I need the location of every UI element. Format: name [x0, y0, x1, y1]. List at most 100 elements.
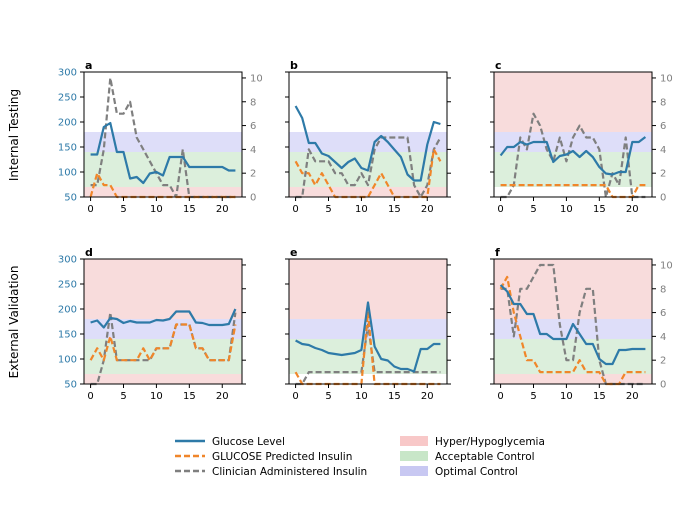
band-optimal-e-1: [289, 319, 447, 339]
band-acceptable-d-2: [84, 339, 242, 374]
panel-e: 0 5 10 15 20 e: [285, 246, 451, 402]
ytick-label-d-250: 250: [58, 280, 77, 291]
ytick-label-a-100: 100: [58, 168, 77, 179]
y2tick-label-a-10: 10: [250, 73, 263, 84]
xtick-label-b-5: 5: [325, 204, 331, 215]
panel-letter-c: c: [495, 59, 502, 72]
y2tick-label-a-6: 6: [250, 121, 256, 132]
y2tick-label-f-2: 2: [660, 356, 666, 367]
series-glucose-d: [90, 308, 237, 329]
xtick-label-b-10: 10: [355, 204, 368, 215]
y2tick-label-f-6: 6: [660, 308, 666, 319]
y2tick-label-f-8: 8: [660, 284, 666, 295]
ytick-label-a-250: 250: [58, 93, 77, 104]
series-glucose-f: [499, 284, 646, 366]
panel-d: 0 5 10 15 20 50 100 150 200 250 300 d: [58, 246, 246, 402]
y2tick-label-c-2: 2: [660, 169, 666, 180]
band-hyper-b-0: [289, 187, 447, 197]
band-hyper-d-0: [84, 259, 242, 319]
xtick-label-e-5: 5: [325, 391, 331, 402]
series-clinician-c: [500, 112, 646, 199]
xtick-label-d-10: 10: [150, 391, 163, 402]
band-hyper-f-3: [494, 374, 652, 384]
y2tick-label-f-4: 4: [660, 332, 666, 343]
y2tick-label-a-0: 0: [250, 193, 256, 204]
xtick-label-b-0: 0: [292, 204, 298, 215]
ytick-label-a-50: 50: [64, 193, 77, 204]
xtick-label-c-15: 15: [593, 204, 606, 215]
xtick-label-f-15: 15: [593, 391, 606, 402]
y2tick-label-a-2: 2: [250, 169, 256, 180]
xtick-label-d-20: 20: [216, 391, 229, 402]
band-optimal-a-2: [84, 132, 242, 152]
series-clinician-b: [295, 136, 442, 199]
legend-hyper-swatch: [400, 436, 428, 446]
y2tick-label-c-8: 8: [660, 97, 666, 108]
y2tick-label-c-4: 4: [660, 145, 666, 156]
panel-letter-d: d: [85, 246, 93, 259]
series-glucose-c: [499, 136, 647, 176]
panel-c: 0 5 10 15 20 0 2 4 6 8 10 c: [490, 59, 673, 215]
legend-acceptable-label: Acceptable Control: [435, 451, 535, 463]
row-label-external: External Validation: [7, 266, 21, 379]
xtick-label-e-10: 10: [355, 391, 368, 402]
y2tick-label-f-10: 10: [660, 260, 673, 271]
xtick-label-d-15: 15: [183, 391, 196, 402]
ytick-label-a-200: 200: [58, 118, 77, 129]
xtick-label-d-0: 0: [87, 391, 93, 402]
ytick-label-d-300: 300: [58, 255, 77, 266]
xtick-label-a-0: 0: [87, 204, 93, 215]
series-predicted-d: [89, 323, 237, 362]
xtick-label-a-10: 10: [150, 204, 163, 215]
xtick-label-c-5: 5: [530, 204, 536, 215]
y2tick-label-c-10: 10: [660, 73, 673, 84]
legend-glucose-label: Glucose Level: [212, 436, 285, 448]
xtick-label-f-10: 10: [560, 391, 573, 402]
panel-a: 0 5 10 15 20 50 100 150 200 250 300 0 2 4 6 8 10 a: [58, 59, 263, 215]
ytick-label-d-100: 100: [58, 355, 77, 366]
band-acceptable-e-2: [289, 339, 447, 374]
band-hyper-d-3: [84, 374, 242, 384]
y2tick-label-a-4: 4: [250, 145, 256, 156]
panel-letter-a: a: [85, 59, 92, 72]
series-glucose-e: [295, 301, 441, 373]
frame-a: [83, 71, 243, 198]
panel-b: 0 5 10 15 20 b: [285, 59, 451, 215]
y2tick-label-f-0: 0: [660, 380, 666, 391]
y2tick-label-c-6: 6: [660, 121, 666, 132]
series-predicted-f: [499, 275, 646, 386]
xtick-label-e-0: 0: [292, 391, 298, 402]
xtick-label-e-20: 20: [421, 391, 434, 402]
legend-optimal-label: Optimal Control: [435, 466, 518, 478]
ytick-label-a-150: 150: [58, 143, 77, 154]
xtick-label-b-15: 15: [388, 204, 401, 215]
legend: Glucose Level GLUCOSE Predicted Insulin …: [175, 436, 545, 478]
xtick-label-a-20: 20: [216, 204, 229, 215]
band-optimal-c-1: [494, 132, 652, 152]
legend-predicted-label: GLUCOSE Predicted Insulin: [212, 451, 352, 463]
xtick-label-d-5: 5: [120, 391, 126, 402]
band-hyper-a-0: [84, 187, 242, 197]
ytick-label-a-300: 300: [58, 68, 77, 79]
frame-c: [493, 71, 653, 198]
panel-f: 0 5 10 15 20 0 2 4 6 8 10 f: [490, 246, 673, 402]
xtick-label-c-0: 0: [497, 204, 503, 215]
xtick-label-b-20: 20: [421, 204, 434, 215]
y2tick-label-c-0: 0: [660, 193, 666, 204]
legend-optimal-swatch: [400, 466, 428, 476]
band-hyper-c-0: [494, 72, 652, 132]
band-optimal-f-1: [494, 319, 652, 339]
frame-f: [493, 258, 653, 385]
ytick-label-d-50: 50: [64, 380, 77, 391]
xtick-label-f-5: 5: [530, 391, 536, 402]
panel-letter-b: b: [290, 59, 298, 72]
legend-acceptable-swatch: [400, 451, 428, 461]
y2tick-label-a-8: 8: [250, 97, 256, 108]
xtick-label-f-0: 0: [497, 391, 503, 402]
xtick-label-c-20: 20: [626, 204, 639, 215]
legend-hyper-label: Hyper/Hypoglycemia: [435, 436, 545, 448]
ytick-label-d-200: 200: [58, 305, 77, 316]
row-label-internal: Internal Testing: [7, 89, 21, 181]
xtick-label-a-15: 15: [183, 204, 196, 215]
